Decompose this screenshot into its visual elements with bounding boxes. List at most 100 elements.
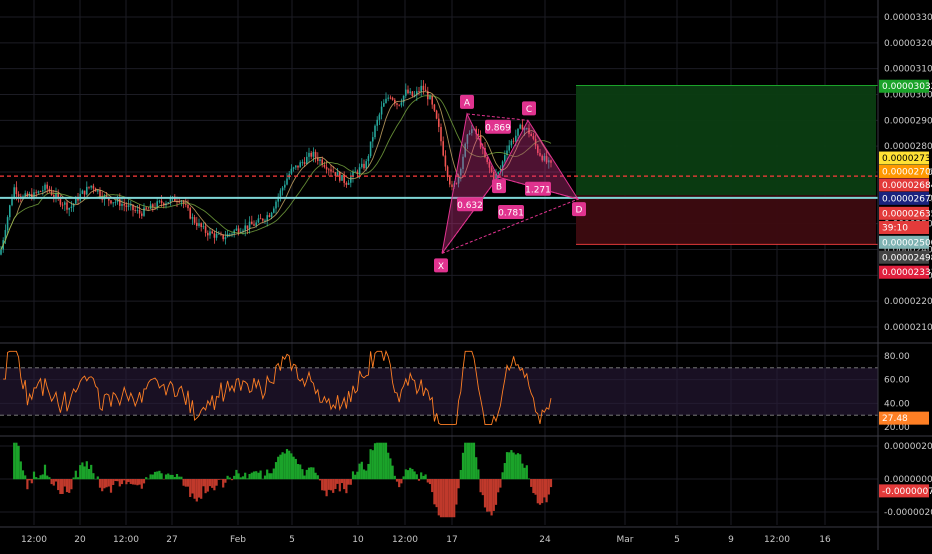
candle-body[interactable]	[194, 217, 196, 223]
candle-body[interactable]	[40, 191, 42, 192]
candle-body[interactable]	[66, 202, 68, 209]
candle-body[interactable]	[381, 107, 383, 115]
candle-body[interactable]	[335, 172, 337, 176]
candle-body[interactable]	[97, 190, 99, 191]
candle-body[interactable]	[88, 187, 90, 188]
candle-body[interactable]	[16, 187, 18, 194]
candle-body[interactable]	[407, 90, 409, 94]
candle-body[interactable]	[159, 201, 161, 202]
candle-body[interactable]	[112, 202, 114, 203]
candle-body[interactable]	[198, 223, 200, 226]
candle-body[interactable]	[390, 98, 392, 99]
candle-body[interactable]	[326, 167, 328, 170]
candle-body[interactable]	[139, 210, 141, 214]
candle-body[interactable]	[148, 209, 150, 210]
candle-body[interactable]	[442, 141, 444, 155]
candle-body[interactable]	[511, 141, 513, 146]
candle-body[interactable]	[346, 183, 348, 185]
candle-body[interactable]	[128, 205, 130, 207]
candle-body[interactable]	[280, 191, 282, 197]
candle-body[interactable]	[299, 162, 301, 167]
candle-body[interactable]	[145, 207, 147, 208]
candle-body[interactable]	[295, 166, 297, 168]
candle-body[interactable]	[341, 175, 343, 181]
price-axis[interactable]: 0.000033000.000032000.000031000.00003000…	[879, 13, 932, 518]
candle-body[interactable]	[71, 207, 73, 208]
candle-body[interactable]	[348, 183, 350, 185]
candle-body[interactable]	[86, 187, 88, 195]
macd-pane[interactable]	[13, 443, 552, 518]
candle-body[interactable]	[253, 224, 255, 225]
candle-body[interactable]	[238, 228, 240, 232]
candle-body[interactable]	[170, 198, 172, 202]
candle-body[interactable]	[361, 164, 363, 167]
candle-body[interactable]	[379, 114, 381, 119]
candle-body[interactable]	[374, 126, 376, 137]
candle-body[interactable]	[359, 167, 361, 174]
candle-body[interactable]	[332, 171, 334, 172]
candle-body[interactable]	[310, 153, 312, 157]
candle-body[interactable]	[119, 199, 121, 206]
candle-body[interactable]	[11, 199, 13, 206]
candle-body[interactable]	[376, 120, 378, 126]
candle-body[interactable]	[504, 155, 506, 161]
candle-body[interactable]	[161, 201, 163, 203]
candle-body[interactable]	[302, 162, 304, 163]
candle-body[interactable]	[42, 190, 44, 191]
candle-body[interactable]	[84, 191, 86, 195]
candle-body[interactable]	[440, 127, 442, 141]
candle-body[interactable]	[337, 172, 339, 176]
candle-body[interactable]	[449, 177, 451, 185]
candle-body[interactable]	[403, 96, 405, 103]
candle-body[interactable]	[244, 225, 246, 230]
candle-body[interactable]	[291, 169, 293, 174]
candle-body[interactable]	[372, 137, 374, 141]
candle-body[interactable]	[181, 201, 183, 202]
candle-body[interactable]	[365, 161, 367, 168]
candle-body[interactable]	[266, 215, 268, 220]
candle-body[interactable]	[82, 191, 84, 194]
candle-body[interactable]	[383, 103, 385, 107]
candle-body[interactable]	[515, 136, 517, 142]
candle-body[interactable]	[269, 215, 271, 217]
candle-body[interactable]	[273, 208, 275, 212]
candle-body[interactable]	[286, 179, 288, 185]
candle-body[interactable]	[231, 234, 233, 235]
candle-body[interactable]	[141, 214, 143, 216]
candle-body[interactable]	[247, 225, 249, 228]
candle-body[interactable]	[315, 152, 317, 158]
candle-body[interactable]	[497, 172, 499, 174]
candle-body[interactable]	[368, 156, 370, 161]
candle-body[interactable]	[262, 219, 264, 221]
candle-body[interactable]	[134, 210, 136, 211]
candle-body[interactable]	[451, 185, 453, 187]
candle-body[interactable]	[304, 162, 306, 164]
candle-body[interactable]	[0, 250, 2, 255]
candle-body[interactable]	[121, 204, 123, 206]
candle-body[interactable]	[93, 186, 95, 189]
candle-body[interactable]	[282, 188, 284, 191]
candle-body[interactable]	[436, 111, 438, 119]
candle-body[interactable]	[137, 210, 139, 211]
candle-body[interactable]	[249, 222, 251, 229]
candle-body[interactable]	[423, 86, 425, 90]
candle-body[interactable]	[330, 169, 332, 171]
candle-body[interactable]	[229, 234, 231, 235]
candle-body[interactable]	[110, 200, 112, 203]
candle-body[interactable]	[225, 237, 227, 239]
candle-body[interactable]	[513, 141, 515, 142]
candle-body[interactable]	[418, 91, 420, 92]
candle-body[interactable]	[519, 125, 521, 129]
candle-body[interactable]	[38, 191, 40, 193]
candle-body[interactable]	[7, 217, 9, 230]
candle-body[interactable]	[401, 102, 403, 105]
candle-body[interactable]	[392, 98, 394, 100]
candle-body[interactable]	[115, 202, 117, 203]
candle-body[interactable]	[214, 233, 216, 237]
candle-body[interactable]	[313, 152, 315, 157]
candle-body[interactable]	[517, 129, 519, 136]
candle-body[interactable]	[398, 105, 400, 106]
candle-body[interactable]	[187, 205, 189, 208]
candle-body[interactable]	[57, 194, 59, 198]
candle-body[interactable]	[203, 226, 205, 227]
